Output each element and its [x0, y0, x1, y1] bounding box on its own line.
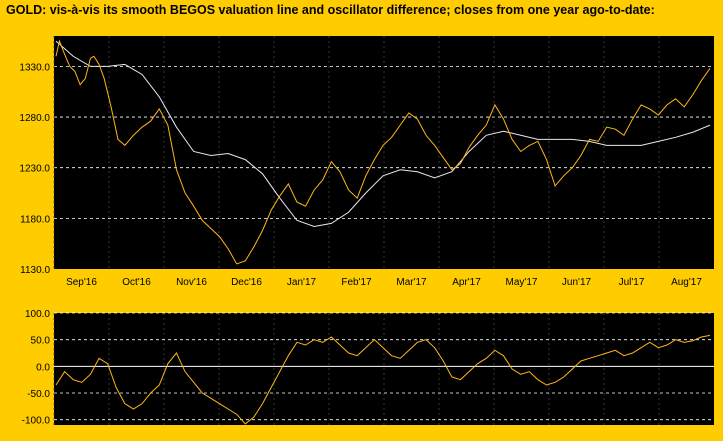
- valuation-line: [55, 40, 711, 227]
- x-tick-0: Sep'16: [66, 277, 97, 288]
- x-tick-4: Jan'17: [287, 277, 317, 288]
- gold-price-line: [55, 39, 711, 265]
- oscillator-y-tick-labels: -100.0 -50.0 0.0 50.0 100.0: [22, 309, 51, 427]
- y-tick-1280: 1280.0: [19, 113, 50, 124]
- osc-y-tick-3: 50.0: [31, 336, 51, 347]
- osc-y-tick-0: -100.0: [22, 416, 51, 427]
- oscillator-gridlines: [54, 312, 714, 421]
- y-tick-1130: 1130.0: [20, 265, 50, 276]
- osc-y-tick-4: 100.0: [25, 309, 50, 320]
- osc-y-tick-1: -50.0: [27, 389, 50, 400]
- x-tick-7: Apr'17: [452, 277, 481, 288]
- main-gridlines: [53, 36, 714, 425]
- x-tick-5: Feb'17: [341, 277, 372, 288]
- x-tick-1: Oct'16: [122, 277, 151, 288]
- x-tick-labels: Sep'16 Oct'16 Nov'16 Dec'16 Jan'17 Feb'17 Mar'…: [66, 277, 702, 288]
- chart-title: GOLD: vis-à-vis its smooth BEGOS valuati…: [6, 3, 655, 17]
- y-tick-1230: 1230.0: [19, 164, 50, 175]
- x-tick-9: Jun'17: [562, 277, 592, 288]
- osc-y-tick-2: 0.0: [36, 362, 50, 373]
- oscillator-line: [55, 334, 711, 425]
- y-tick-1180: 1180.0: [20, 214, 50, 225]
- x-tick-8: May'17: [506, 277, 538, 288]
- x-tick-6: Mar'17: [396, 277, 427, 288]
- x-tick-11: Aug'17: [671, 277, 702, 288]
- x-tick-3: Dec'16: [231, 277, 262, 288]
- x-tick-2: Nov'16: [176, 277, 207, 288]
- y-tick-1330: 1330.0: [19, 62, 50, 73]
- main-y-tick-labels: 1130.0 1180.0 1230.0 1280.0 1330.0: [19, 62, 50, 276]
- x-tick-10: Jul'17: [619, 277, 645, 288]
